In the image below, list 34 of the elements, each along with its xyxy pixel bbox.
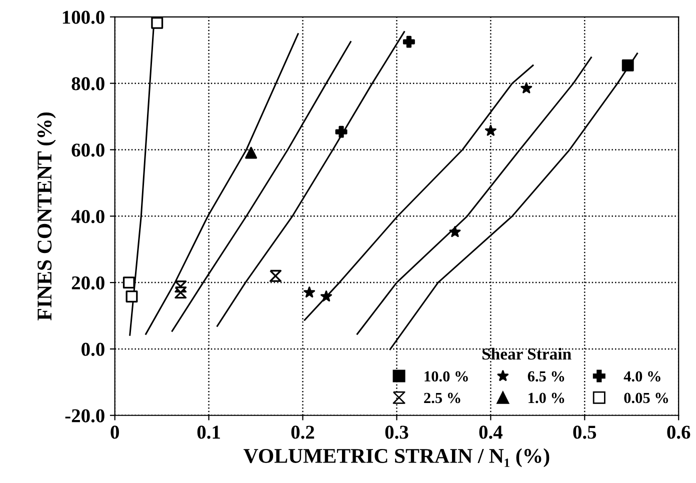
- legend-label: 1.0 %: [528, 392, 564, 404]
- legend-label: 10.0 %: [424, 371, 468, 382]
- x-tick-label: 0.4: [479, 426, 502, 439]
- legend-label: 0.05 %: [624, 392, 668, 404]
- y-tick-label: 20.0: [72, 276, 104, 290]
- legend-title: Shear Strain: [482, 348, 572, 360]
- point: [335, 126, 348, 138]
- y-tick-label: 0.0: [82, 342, 104, 356]
- y-tick-label: 40.0: [71, 210, 104, 224]
- point: [449, 226, 461, 238]
- y-tick-label: 80.0: [72, 77, 104, 90]
- y-tick-label: 100.0: [62, 10, 104, 24]
- x-tick-label: 0.6: [667, 426, 690, 439]
- x-tick-label: 0.1: [197, 426, 220, 439]
- x-axis-title: VOLUMETRIC STRAIN / N₁ (%): [244, 448, 550, 468]
- y-tick-label: 60.0: [72, 144, 104, 157]
- point: [126, 290, 138, 302]
- point: [622, 59, 634, 72]
- point: [320, 290, 332, 302]
- legend-label: 6.5 %: [528, 371, 564, 382]
- point: [304, 286, 316, 298]
- point: [122, 276, 135, 289]
- x-tick-label: 0.3: [385, 426, 408, 439]
- x-tick-label: 0.2: [291, 426, 314, 439]
- y-axis-title: FINES CONTENT (%): [36, 112, 56, 320]
- point: [402, 36, 415, 48]
- point: [520, 82, 532, 94]
- x-tick-label: 0: [110, 426, 119, 439]
- point: [245, 146, 258, 159]
- y-tick-label: -20.0: [65, 409, 104, 422]
- point: [151, 16, 164, 29]
- x-tick-label: 0.5: [573, 426, 596, 439]
- legend-label: 4.0 %: [624, 371, 660, 382]
- point: [484, 124, 496, 136]
